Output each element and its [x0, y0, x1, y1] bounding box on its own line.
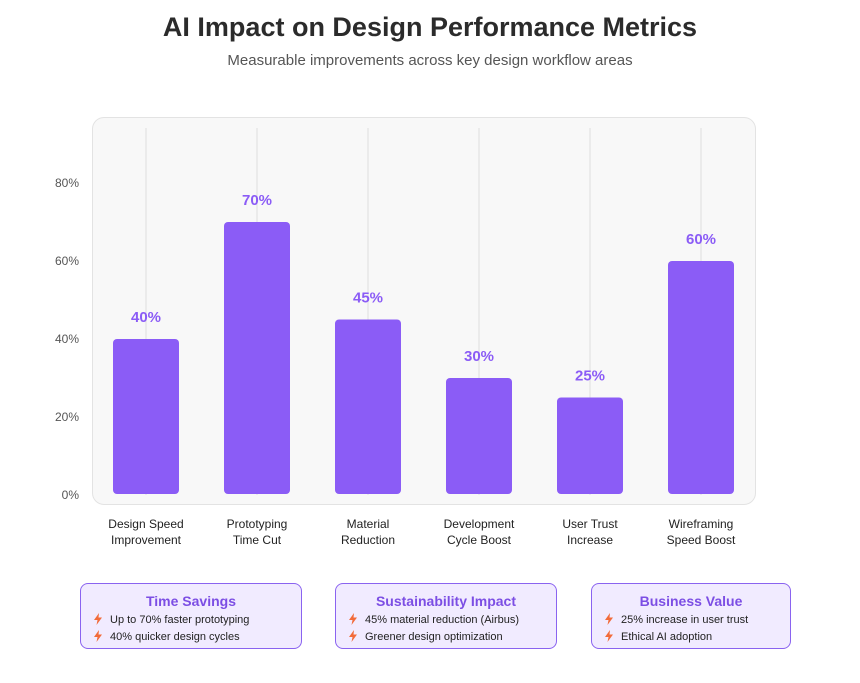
card-item-text: Up to 70% faster prototyping [110, 614, 250, 626]
bar-value-label: 40% [131, 309, 161, 326]
card-item: 40% quicker design cycles [81, 629, 301, 646]
card-item-text: Greener design optimization [365, 631, 503, 643]
lightning-bolt-icon [349, 630, 357, 642]
bar [668, 261, 734, 494]
lightning-bolt-icon [605, 630, 613, 642]
chart-title: AI Impact on Design Performance Metrics [162, 12, 698, 42]
x-tick-label: Material [347, 517, 390, 531]
plot-area [92, 117, 756, 505]
y-tick-label: 40% [55, 332, 79, 346]
card-item: Ethical AI adoption [592, 629, 790, 646]
card-title: Business Value [639, 593, 743, 609]
bar-value-label: 25% [575, 368, 605, 385]
card-item-text: 40% quicker design cycles [110, 631, 240, 643]
card-item: Greener design optimization [336, 629, 556, 646]
bar-value-label: 45% [353, 290, 383, 307]
card-title: Time Savings [145, 593, 236, 609]
x-tick-label: Improvement [111, 533, 182, 547]
card-title: Sustainability Impact [375, 593, 517, 609]
y-tick-label: 20% [55, 410, 79, 424]
x-tick-label: Prototyping [227, 517, 288, 531]
x-tick-label: Cycle Boost [447, 533, 512, 547]
x-tick-label: User Trust [562, 517, 618, 531]
x-tick-label: Development [444, 517, 515, 531]
lightning-bolt-icon [605, 613, 613, 625]
card-item-text: Ethical AI adoption [621, 631, 713, 643]
bar-chart: 0% 20% 40% 60% 80% 40% Design Speed Improvement… [55, 128, 736, 547]
x-tick-label: Speed Boost [667, 533, 736, 547]
bar [557, 397, 623, 494]
x-tick-label: Wireframing [669, 517, 734, 531]
time-savings-card: Time Savings Up to 70% faster prototypin… [80, 583, 302, 649]
card-item: Up to 70% faster prototyping [81, 612, 301, 629]
card-item: 45% material reduction (Airbus) [336, 612, 556, 629]
chart-subtitle: Measurable improvements across key desig… [227, 52, 633, 69]
business-value-card: Business Value 25% increase in user trus… [591, 583, 791, 649]
bar [113, 339, 179, 494]
lightning-bolt-icon [94, 630, 102, 642]
bar-value-label: 60% [686, 231, 716, 248]
y-tick-label: 80% [55, 176, 79, 190]
x-tick-label: Reduction [341, 533, 395, 547]
y-tick-label: 0% [62, 488, 80, 502]
sustainability-impact-card: Sustainability Impact 45% material reduc… [335, 583, 557, 649]
x-tick-label: Time Cut [233, 533, 282, 547]
bar [335, 319, 401, 494]
lightning-bolt-icon [94, 613, 102, 625]
x-tick-label: Increase [567, 533, 613, 547]
bar-value-label: 30% [464, 348, 494, 365]
x-tick-label: Design Speed [108, 517, 183, 531]
bar-value-label: 70% [242, 192, 272, 209]
card-item: 25% increase in user trust [592, 612, 790, 629]
card-item-text: 25% increase in user trust [621, 614, 749, 626]
card-item-text: 45% material reduction (Airbus) [365, 614, 520, 626]
lightning-bolt-icon [349, 613, 357, 625]
bar [224, 222, 290, 494]
bar [446, 378, 512, 494]
y-tick-label: 60% [55, 254, 79, 268]
